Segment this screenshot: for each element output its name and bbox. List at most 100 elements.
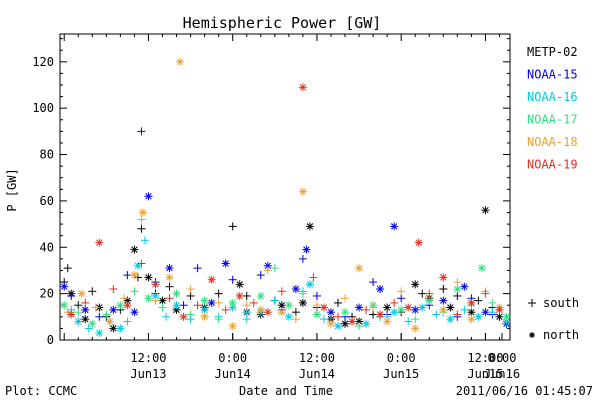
- marker-legend: south north: [528, 296, 579, 342]
- north-point: [446, 315, 455, 324]
- north-point: [362, 319, 371, 328]
- south-point: [460, 305, 469, 314]
- y-tick-label: 80: [40, 148, 54, 162]
- y-tick-label: 100: [32, 101, 54, 115]
- x-tick-date: Jun15: [467, 367, 503, 381]
- south-point: [242, 291, 251, 300]
- north-point: [474, 312, 483, 321]
- south-point: [186, 285, 195, 293]
- north-point: [425, 296, 434, 305]
- south-point: [228, 275, 237, 284]
- north-point: [176, 57, 185, 66]
- north-point: [116, 324, 125, 333]
- south-point: [214, 298, 223, 307]
- south-point: [334, 298, 343, 307]
- south-point: [397, 294, 406, 303]
- north-point: [446, 303, 455, 312]
- south-point: [221, 305, 230, 314]
- south-point: [109, 285, 118, 293]
- north-point: [460, 282, 469, 291]
- north-point: [221, 259, 230, 268]
- north-point: [467, 298, 476, 307]
- north-point: [109, 305, 118, 314]
- south-point: [123, 317, 132, 326]
- south-point: [242, 308, 251, 317]
- north-point: [439, 296, 448, 305]
- north-point: [130, 308, 139, 317]
- plot-frame: [59, 33, 511, 341]
- north-point: [355, 303, 364, 312]
- north-point: [502, 312, 511, 321]
- data-points: [60, 57, 511, 338]
- series-noaa-16: [67, 236, 511, 338]
- north-point: [376, 310, 385, 319]
- north-point: [467, 308, 476, 317]
- north-point: [151, 280, 160, 289]
- south-point: [179, 301, 188, 310]
- north-point: [77, 289, 86, 298]
- north-point: [334, 322, 343, 331]
- x-tick-date: Jun13: [130, 367, 166, 381]
- y-tick-label: 40: [40, 240, 54, 254]
- north-point: [95, 238, 104, 247]
- south-point: [74, 308, 83, 317]
- south-point: [418, 289, 427, 298]
- series-noaa-19: [67, 83, 504, 326]
- north-point: [130, 271, 139, 280]
- south-point: [474, 296, 483, 305]
- north-point: [326, 308, 335, 317]
- north-point: [263, 308, 272, 317]
- marker-legend-label: north: [543, 328, 579, 342]
- north-point: [439, 305, 448, 314]
- north-point: [144, 294, 153, 303]
- north-point: [383, 317, 392, 326]
- north-point: [165, 264, 174, 273]
- south-point: [158, 303, 167, 312]
- north-point: [305, 280, 314, 289]
- south-point: [277, 287, 286, 296]
- south-point: [186, 310, 195, 319]
- north-point: [207, 275, 216, 284]
- north-point: [348, 317, 357, 326]
- x-tick-date: Jun14: [215, 367, 251, 381]
- north-point: [397, 305, 406, 314]
- legend-item: NOAA-18: [527, 135, 578, 149]
- south-point: [425, 289, 434, 298]
- south-point: [162, 312, 171, 321]
- south-point: [397, 287, 406, 296]
- south-point: [88, 287, 97, 296]
- north-point: [256, 291, 265, 300]
- series-noaa-17: [60, 264, 511, 331]
- south-point: [119, 294, 128, 303]
- y-tick-label: 0: [47, 333, 54, 347]
- north-point: [298, 187, 307, 196]
- north-point: [298, 298, 307, 307]
- south-point: [123, 271, 132, 280]
- north-point: [200, 312, 209, 321]
- south-point: [439, 285, 448, 293]
- south-point: [91, 303, 100, 312]
- north-point: [411, 324, 420, 333]
- north-point: [228, 298, 237, 307]
- south-point: [165, 282, 174, 291]
- legend-item: METP-02: [527, 45, 578, 59]
- north-point: [67, 310, 76, 319]
- x-tick-date: Jun15: [383, 367, 419, 381]
- legend-item: NOAA-16: [527, 90, 578, 104]
- x-axis-ticks: 12:00 Jun13 0:00 Jun14 12:00 Jun14 0:00 Jun15 12…: [63, 34, 520, 381]
- north-point: [305, 222, 314, 231]
- north-point: [302, 245, 311, 254]
- south-point: [137, 215, 146, 224]
- north-point: [172, 289, 181, 298]
- south-point: [481, 289, 490, 298]
- marker-legend-label: south: [543, 296, 579, 310]
- north-point: [277, 308, 286, 317]
- south-point: [404, 317, 413, 326]
- south-point: [334, 312, 343, 321]
- north-point: [235, 280, 244, 289]
- south-point: [256, 271, 265, 280]
- north-point: [95, 329, 104, 338]
- north-point: [81, 305, 90, 314]
- south-point: [298, 289, 307, 298]
